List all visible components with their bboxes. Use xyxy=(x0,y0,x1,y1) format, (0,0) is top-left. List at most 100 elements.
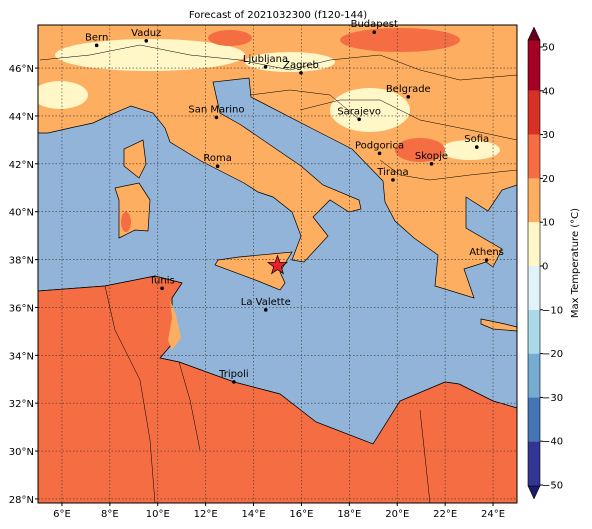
colorbar-cap xyxy=(528,40,540,47)
lat-tick-label: 42°N xyxy=(9,160,34,171)
lon-tick-label: 6°E xyxy=(53,509,71,520)
lon-tick-label: 20°E xyxy=(385,509,409,520)
city-label: Athens xyxy=(469,247,504,258)
city-label: Bern xyxy=(85,32,108,43)
city-label: San Marino xyxy=(188,104,244,115)
colorbar: −50 −40 −30 −20 −10 0 10 20 30 40 50 xyxy=(527,39,563,492)
city-label: Sofia xyxy=(464,134,489,145)
city-label: Roma xyxy=(203,153,232,164)
colorbar-tick-label: −10 xyxy=(542,305,563,316)
colorbar-tick-label: 20 xyxy=(542,174,555,185)
cold-area xyxy=(245,52,335,72)
city-label: Sarajevo xyxy=(337,106,381,117)
cold-area xyxy=(55,39,245,71)
city-label: Belgrade xyxy=(386,84,431,95)
city-dot xyxy=(94,43,99,48)
city-label: Zagreb xyxy=(283,60,319,71)
warm-area xyxy=(340,28,460,52)
colorbar-tick-label: 0 xyxy=(542,262,548,273)
lon-tick-label: 16°E xyxy=(289,509,313,520)
city-dot xyxy=(377,151,382,156)
lon-tick-label: 18°E xyxy=(337,509,361,520)
city-label: Tripoli xyxy=(218,369,249,380)
lon-tick-label: 24°E xyxy=(481,509,505,520)
lat-tick-label: 36°N xyxy=(9,303,34,314)
city-dot xyxy=(299,71,303,75)
warm-area xyxy=(395,138,445,162)
colorbar-tick-label: 40 xyxy=(542,86,555,97)
warm-area xyxy=(121,212,131,232)
colorbar-bin xyxy=(528,178,540,223)
colorbar-label: Max Temperature (°C) xyxy=(570,208,581,318)
colorbar-frame xyxy=(527,39,541,487)
colorbar-tick-label: −40 xyxy=(542,437,563,448)
city-dot xyxy=(263,65,268,69)
map-frame xyxy=(37,24,518,504)
city-dot xyxy=(474,145,479,149)
colorbar-bin xyxy=(528,266,540,310)
sardinia xyxy=(114,182,151,239)
colorbar-tick-label: 50 xyxy=(542,43,555,54)
lon-tick-label: 8°E xyxy=(101,509,119,520)
city-dot xyxy=(391,178,395,182)
colorbar-extend-top xyxy=(527,26,541,41)
border xyxy=(39,44,517,503)
colorbar-bin xyxy=(528,134,540,179)
city-dot xyxy=(144,38,149,43)
lat-tick-label: 44°N xyxy=(9,112,34,123)
colorbar-cap xyxy=(528,485,540,486)
lon-tick-label: 12°E xyxy=(194,509,218,520)
colorbar-bin xyxy=(528,90,540,135)
lon-tick-label: 14°E xyxy=(242,509,266,520)
city-label: La Valette xyxy=(241,297,291,308)
colorbar-tick-label: −50 xyxy=(542,481,563,492)
lat-tick-label: 34°N xyxy=(9,351,34,362)
corsica xyxy=(123,139,147,179)
title: Forecast of 2021032300 (f120-144) xyxy=(189,10,367,21)
cold-area xyxy=(440,140,500,160)
city-dot xyxy=(215,164,220,169)
city-dot xyxy=(214,115,219,120)
city-dot xyxy=(357,117,361,122)
event-marker xyxy=(266,254,289,275)
lat-tick-label: 38°N xyxy=(9,256,34,267)
colorbar-bin xyxy=(528,309,540,354)
lat-tick-label: 30°N xyxy=(9,447,34,458)
lat-tick-label: 28°N xyxy=(9,495,34,506)
colorbar-bin xyxy=(528,47,540,91)
colorbar-bin xyxy=(528,397,540,442)
crete xyxy=(480,318,517,332)
colorbar-bin xyxy=(528,222,540,266)
city-dot xyxy=(406,95,411,99)
colorbar-bin xyxy=(528,441,540,485)
city-label: Podgorica xyxy=(355,140,404,151)
warm-area xyxy=(208,30,252,46)
city-dot xyxy=(484,258,489,262)
city-dot xyxy=(372,30,377,34)
lat-tick-label: 46°N xyxy=(9,64,34,75)
city-label: Skopje xyxy=(415,151,448,162)
city-dot xyxy=(160,286,164,291)
colorbar-tick-label: 30 xyxy=(542,130,555,141)
lat-tick-label: 40°N xyxy=(9,208,34,219)
city-label: Tunis xyxy=(148,275,174,286)
graticule xyxy=(38,25,517,503)
colorbar-tick-label: 10 xyxy=(542,218,555,229)
lat-tick-label: 32°N xyxy=(9,399,34,410)
colorbar-extend-bottom xyxy=(527,485,541,500)
city-dot xyxy=(429,162,434,166)
city-dot xyxy=(232,380,236,384)
city-label: Ljubljana xyxy=(243,54,288,65)
coastal-band xyxy=(168,300,181,350)
cold-area xyxy=(38,81,88,109)
lon-tick-label: 10°E xyxy=(146,509,170,520)
city-label: Tirana xyxy=(376,167,408,178)
city-label: Vaduz xyxy=(131,28,161,39)
colorbar-tick-label: −30 xyxy=(542,393,563,404)
cold-area xyxy=(330,88,410,132)
city-dot xyxy=(263,308,268,312)
lon-tick-label: 22°E xyxy=(433,509,457,520)
colorbar-bin xyxy=(528,353,540,398)
colorbar-tick-label: −20 xyxy=(542,349,563,360)
